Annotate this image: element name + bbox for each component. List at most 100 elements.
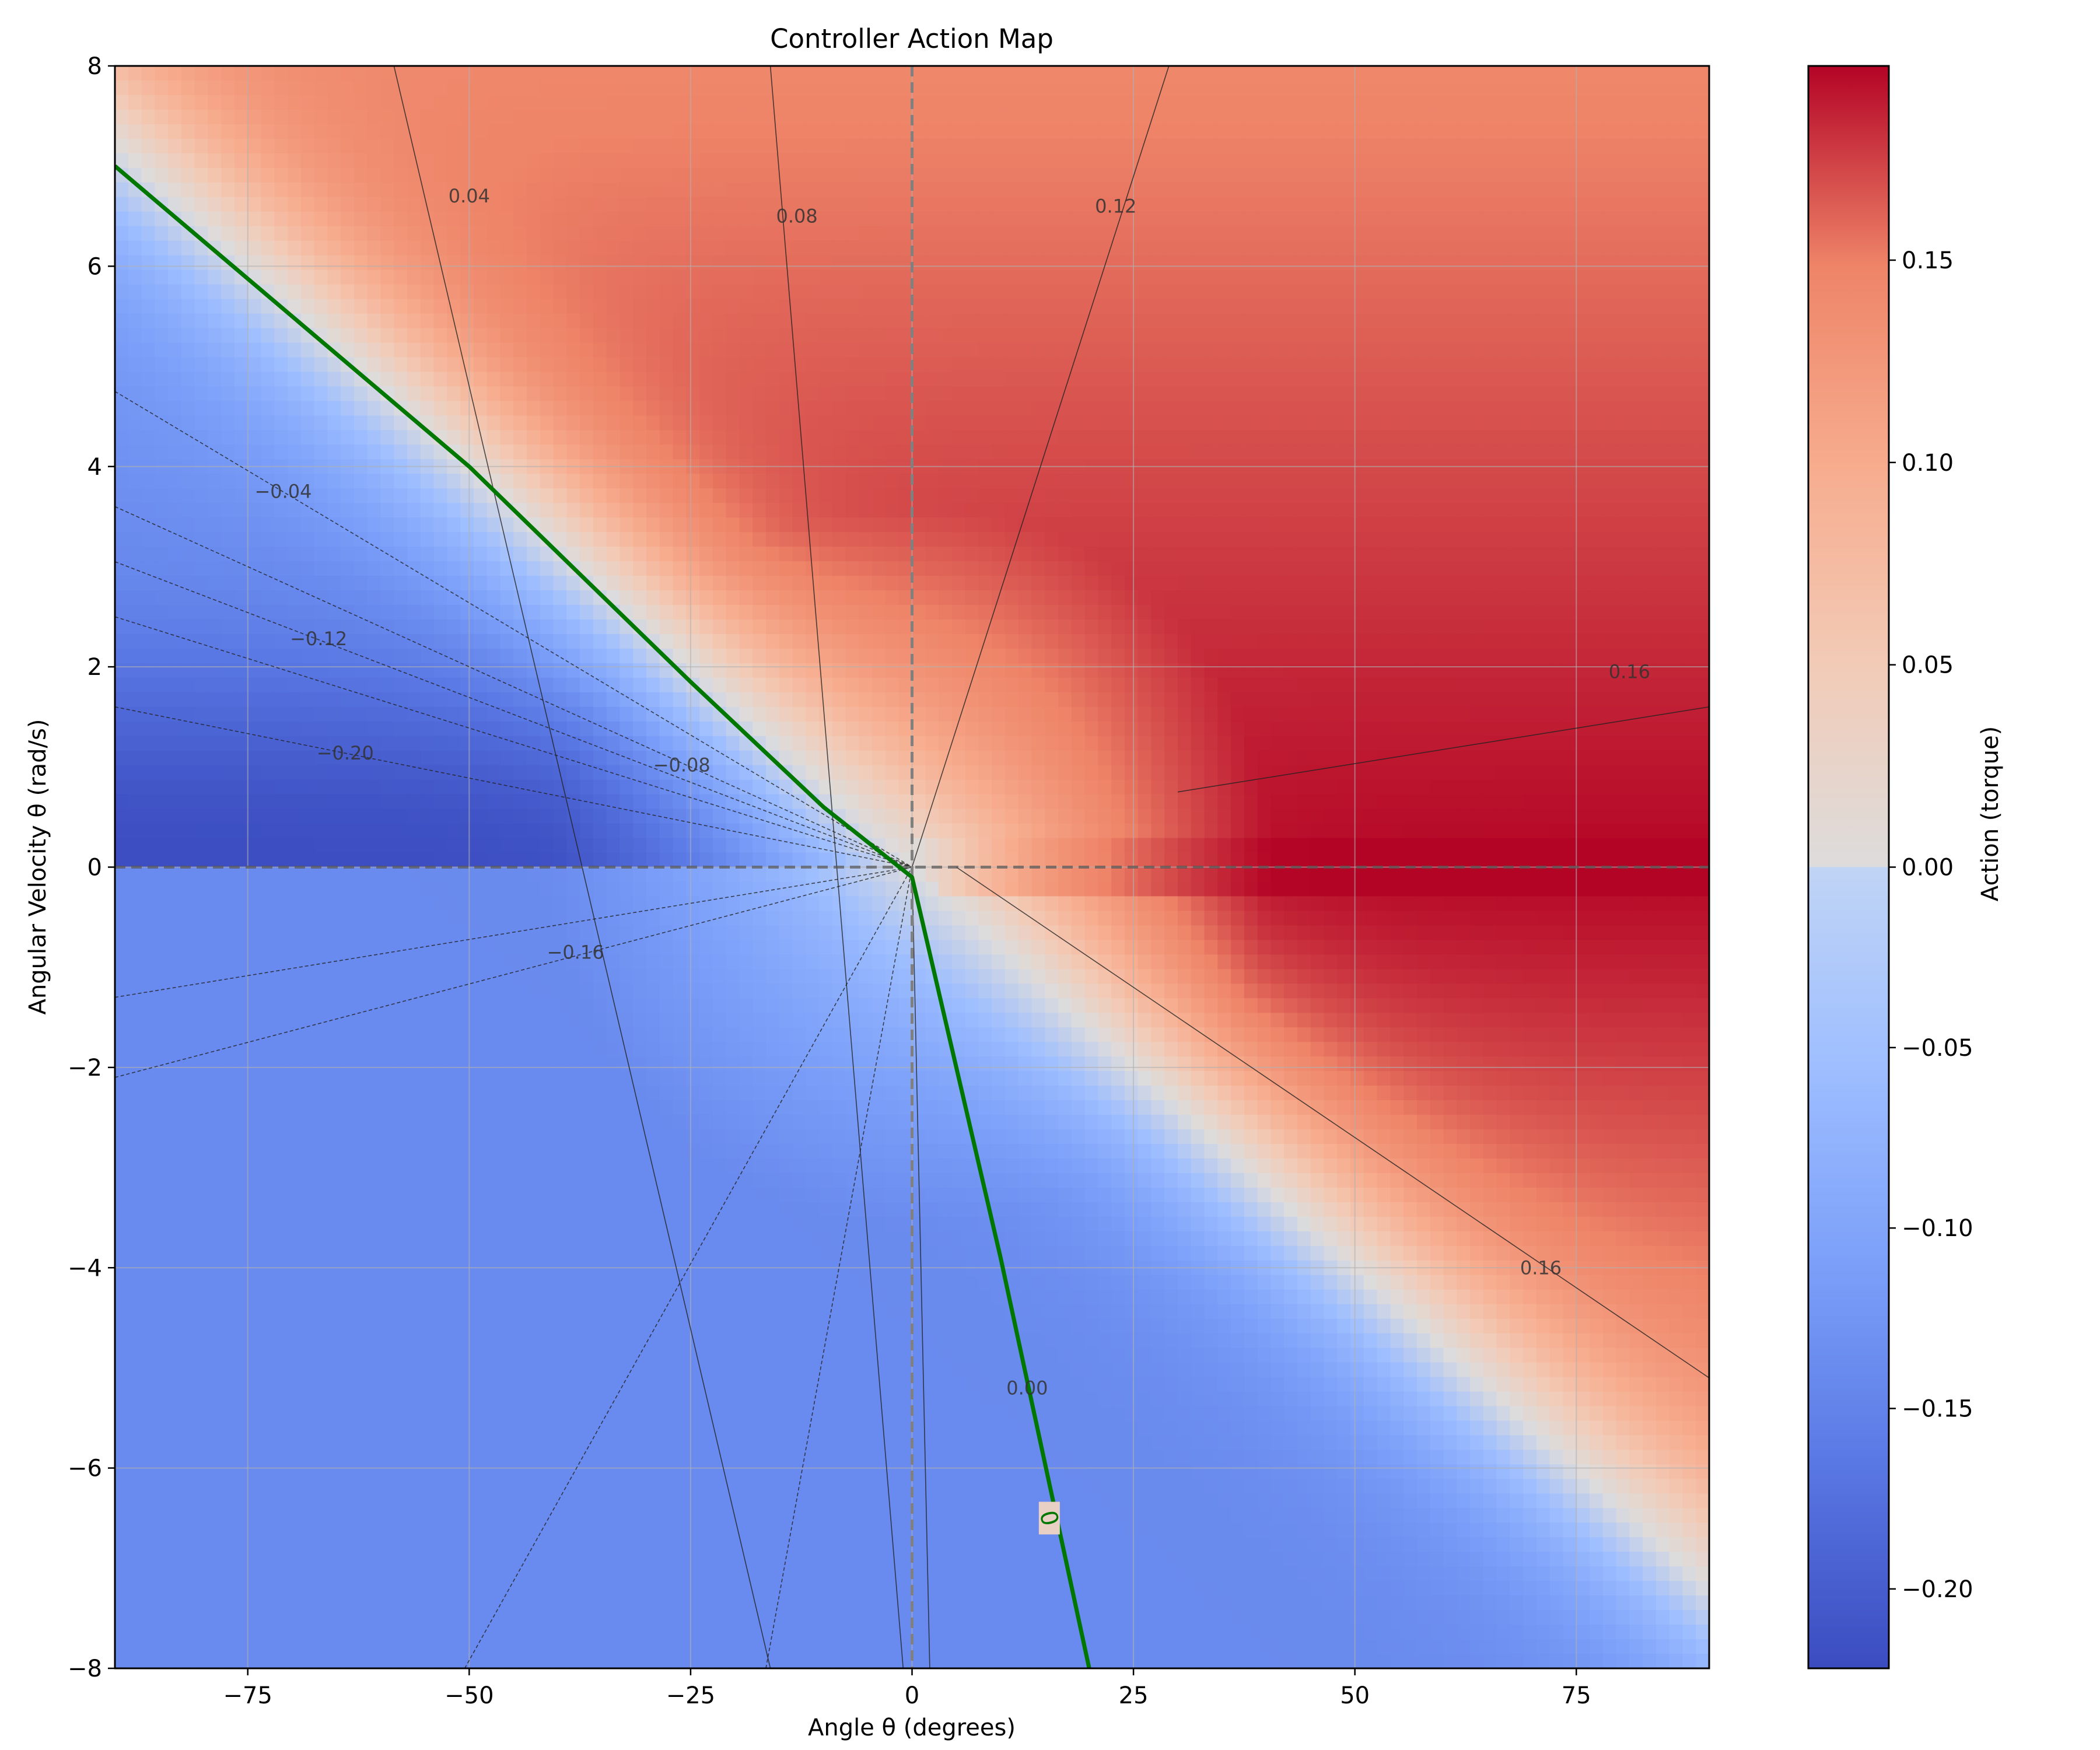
heatmap-cell	[513, 1318, 527, 1334]
heatmap-cell	[354, 357, 368, 373]
heatmap-cell	[181, 779, 195, 795]
heatmap-cell	[513, 984, 527, 999]
heatmap-cell	[513, 328, 527, 344]
heatmap-cell	[354, 342, 368, 358]
heatmap-cell	[447, 299, 461, 314]
heatmap-cell	[487, 1537, 501, 1552]
heatmap-cell	[673, 503, 687, 518]
heatmap-cell	[460, 444, 474, 460]
heatmap-cell	[646, 576, 660, 591]
heatmap-cell	[473, 808, 488, 824]
heatmap-cell	[699, 619, 713, 635]
heatmap-cell	[487, 1143, 501, 1159]
heatmap-cell	[194, 881, 209, 897]
heatmap-cell	[394, 794, 408, 810]
heatmap-cell	[540, 576, 554, 591]
heatmap-cell	[460, 1362, 474, 1378]
heatmap-cell	[407, 576, 421, 591]
heatmap-cell	[155, 1231, 169, 1247]
heatmap-cell	[208, 940, 222, 955]
heatmap-cell	[527, 1086, 541, 1101]
heatmap-cell	[566, 1245, 580, 1261]
heatmap-cell	[327, 328, 341, 344]
heatmap-cell	[566, 808, 580, 824]
heatmap-cell	[327, 1552, 341, 1567]
heatmap-cell	[500, 648, 514, 664]
heatmap-cell	[394, 240, 408, 256]
heatmap-cell	[686, 794, 700, 810]
heatmap-cell	[300, 211, 315, 227]
heatmap-cell	[433, 1391, 447, 1407]
heatmap-cell	[288, 1071, 302, 1086]
heatmap-cell	[194, 66, 209, 81]
heatmap-cell	[699, 1056, 713, 1072]
heatmap-cell	[633, 1362, 647, 1378]
heatmap-cell	[500, 1172, 514, 1188]
heatmap-cell	[367, 1216, 382, 1232]
heatmap-cell	[181, 372, 195, 387]
heatmap-cell	[500, 226, 514, 242]
heatmap-cell	[380, 1245, 394, 1261]
heatmap-cell	[155, 415, 169, 430]
heatmap-cell	[447, 1581, 461, 1596]
heatmap-cell	[274, 240, 288, 256]
heatmap-cell	[620, 153, 634, 169]
heatmap-cell	[234, 561, 249, 576]
heatmap-cell	[261, 1654, 275, 1668]
heatmap-cell	[234, 372, 249, 387]
heatmap-cell	[527, 1245, 541, 1261]
heatmap-cell	[699, 911, 713, 926]
heatmap-cell	[128, 1479, 142, 1494]
heatmap-cell	[208, 153, 222, 169]
heatmap-cell	[181, 794, 195, 810]
heatmap-cell	[181, 357, 195, 373]
heatmap-cell	[208, 1435, 222, 1451]
heatmap-cell	[221, 1202, 235, 1217]
heatmap-cell	[327, 386, 341, 401]
heatmap-cell	[288, 604, 302, 620]
heatmap-cell	[327, 1522, 341, 1538]
heatmap-cell	[181, 313, 195, 329]
heatmap-cell	[380, 1362, 394, 1378]
heatmap-cell	[314, 1450, 328, 1465]
heatmap-cell	[712, 663, 727, 678]
heatmap-cell	[194, 1056, 209, 1072]
heatmap-cell	[128, 823, 142, 839]
heatmap-cell	[540, 750, 554, 766]
heatmap-cell	[593, 984, 607, 999]
heatmap-cell	[580, 401, 594, 416]
heatmap-cell	[447, 1231, 461, 1247]
heatmap-cell	[620, 94, 634, 110]
heatmap-cell	[620, 342, 634, 358]
heatmap-cell	[115, 808, 129, 824]
heatmap-cell	[659, 852, 674, 868]
heatmap-cell	[420, 1377, 435, 1392]
heatmap-cell	[620, 1537, 634, 1552]
heatmap-cell	[433, 1625, 447, 1640]
heatmap-cell	[380, 1129, 394, 1144]
heatmap-cell	[513, 1187, 527, 1203]
heatmap-cell	[686, 313, 700, 329]
heatmap-cell	[686, 721, 700, 737]
heatmap-cell	[513, 1143, 527, 1159]
heatmap-cell	[141, 1348, 155, 1363]
heatmap-cell	[633, 706, 647, 722]
heatmap-cell	[433, 808, 447, 824]
heatmap-cell	[646, 663, 660, 678]
heatmap-cell	[380, 706, 394, 722]
heatmap-cell	[168, 1071, 182, 1086]
heatmap-cell	[527, 1464, 541, 1479]
heatmap-cell	[394, 808, 408, 824]
heatmap-cell	[513, 1464, 527, 1479]
heatmap-cell	[141, 124, 155, 139]
heatmap-cell	[633, 430, 647, 445]
heatmap-cell	[247, 1042, 262, 1057]
heatmap-cell	[659, 954, 674, 970]
heatmap-cell	[234, 517, 249, 533]
heatmap-cell	[314, 270, 328, 285]
heatmap-cell	[646, 881, 660, 897]
heatmap-cell	[620, 1216, 634, 1232]
heatmap-cell	[633, 925, 647, 940]
heatmap-cell	[686, 1289, 700, 1305]
heatmap-cell	[566, 954, 580, 970]
